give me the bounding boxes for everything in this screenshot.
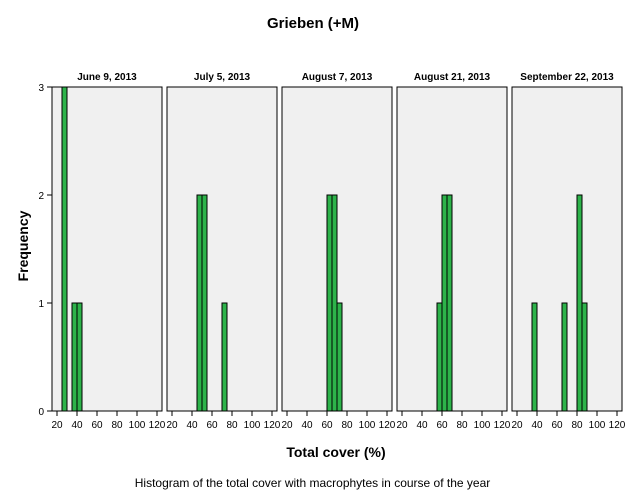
histogram-bar bbox=[61, 86, 68, 412]
x-tick-label: 80 bbox=[111, 420, 123, 431]
x-tick-label: 20 bbox=[166, 420, 178, 431]
y-tick-label: 0 bbox=[38, 407, 44, 418]
x-tick-label: 60 bbox=[321, 420, 333, 431]
x-tick-label: 60 bbox=[551, 420, 563, 431]
panel-frame bbox=[51, 86, 163, 412]
x-tick-label: 20 bbox=[396, 420, 408, 431]
histogram-bar bbox=[196, 194, 203, 412]
histogram-bar bbox=[446, 194, 453, 412]
y-axis: 0 1 2 3 bbox=[38, 83, 52, 418]
x-axis-label: Total cover (%) bbox=[286, 444, 385, 460]
histogram-bar bbox=[336, 302, 343, 412]
x-tick-label: 120 bbox=[149, 420, 166, 431]
figure-caption: Histogram of the total cover with macrop… bbox=[134, 476, 491, 490]
x-tick-label: 40 bbox=[531, 420, 543, 431]
x-tick-label: 20 bbox=[281, 420, 293, 431]
x-tick-label: 80 bbox=[341, 420, 353, 431]
y-tick-label: 2 bbox=[38, 191, 44, 202]
panel: August 21, 2013 20 40 60 80 100 120 bbox=[396, 72, 510, 431]
chart-title: Grieben (+M) bbox=[267, 15, 359, 32]
histogram-bar bbox=[221, 302, 228, 412]
histogram-bar bbox=[326, 194, 333, 412]
y-axis-label: Frequency bbox=[15, 210, 31, 281]
panel-frame bbox=[511, 86, 623, 412]
panel: June 9, 2013 20 40 60 80 100 120 bbox=[51, 72, 165, 431]
panel-label: August 21, 2013 bbox=[414, 72, 491, 83]
x-tick-label: 20 bbox=[51, 420, 63, 431]
x-tick-label: 40 bbox=[416, 420, 428, 431]
x-tick-label: 80 bbox=[571, 420, 583, 431]
histogram-bar bbox=[436, 302, 443, 412]
histogram-bar bbox=[71, 302, 78, 412]
panel-label: August 7, 2013 bbox=[302, 72, 373, 83]
panel-label: June 9, 2013 bbox=[77, 72, 137, 83]
histogram-bar bbox=[441, 194, 448, 412]
histogram-bar bbox=[201, 194, 208, 412]
panel-frame bbox=[396, 86, 508, 412]
panel: August 7, 2013 20 40 60 80 100 120 bbox=[281, 72, 395, 431]
histogram-bar bbox=[576, 194, 583, 412]
x-tick-label: 100 bbox=[359, 420, 376, 431]
x-tick-label: 100 bbox=[244, 420, 261, 431]
x-tick-label: 80 bbox=[226, 420, 238, 431]
x-tick-label: 120 bbox=[264, 420, 281, 431]
x-tick-label: 100 bbox=[129, 420, 146, 431]
x-tick-label: 80 bbox=[456, 420, 468, 431]
panel-frame bbox=[166, 86, 278, 412]
x-tick-label: 20 bbox=[511, 420, 523, 431]
histogram-bar bbox=[331, 194, 338, 412]
panel: July 5, 2013 20 40 60 80 100 120 bbox=[166, 72, 280, 431]
x-tick-label: 100 bbox=[474, 420, 491, 431]
x-tick-label: 60 bbox=[206, 420, 218, 431]
panel-frame bbox=[281, 86, 393, 412]
x-tick-label: 40 bbox=[301, 420, 313, 431]
y-tick-label: 3 bbox=[38, 83, 44, 94]
histogram-bar bbox=[531, 302, 538, 412]
histogram-bar bbox=[561, 302, 568, 412]
panel-label: September 22, 2013 bbox=[520, 72, 614, 83]
x-tick-label: 120 bbox=[494, 420, 511, 431]
x-tick-label: 60 bbox=[91, 420, 103, 431]
x-tick-label: 120 bbox=[609, 420, 625, 431]
y-tick-label: 1 bbox=[38, 299, 44, 310]
panel-background bbox=[52, 87, 162, 411]
panel: September 22, 2013 20 40 60 80 100 120 bbox=[511, 72, 625, 431]
histogram-bar bbox=[76, 302, 83, 412]
histogram-bar bbox=[581, 302, 588, 412]
panel-label: July 5, 2013 bbox=[194, 72, 251, 83]
x-tick-label: 40 bbox=[71, 420, 83, 431]
x-tick-label: 120 bbox=[379, 420, 396, 431]
x-tick-label: 60 bbox=[436, 420, 448, 431]
x-tick-label: 40 bbox=[186, 420, 198, 431]
x-tick-label: 100 bbox=[589, 420, 606, 431]
